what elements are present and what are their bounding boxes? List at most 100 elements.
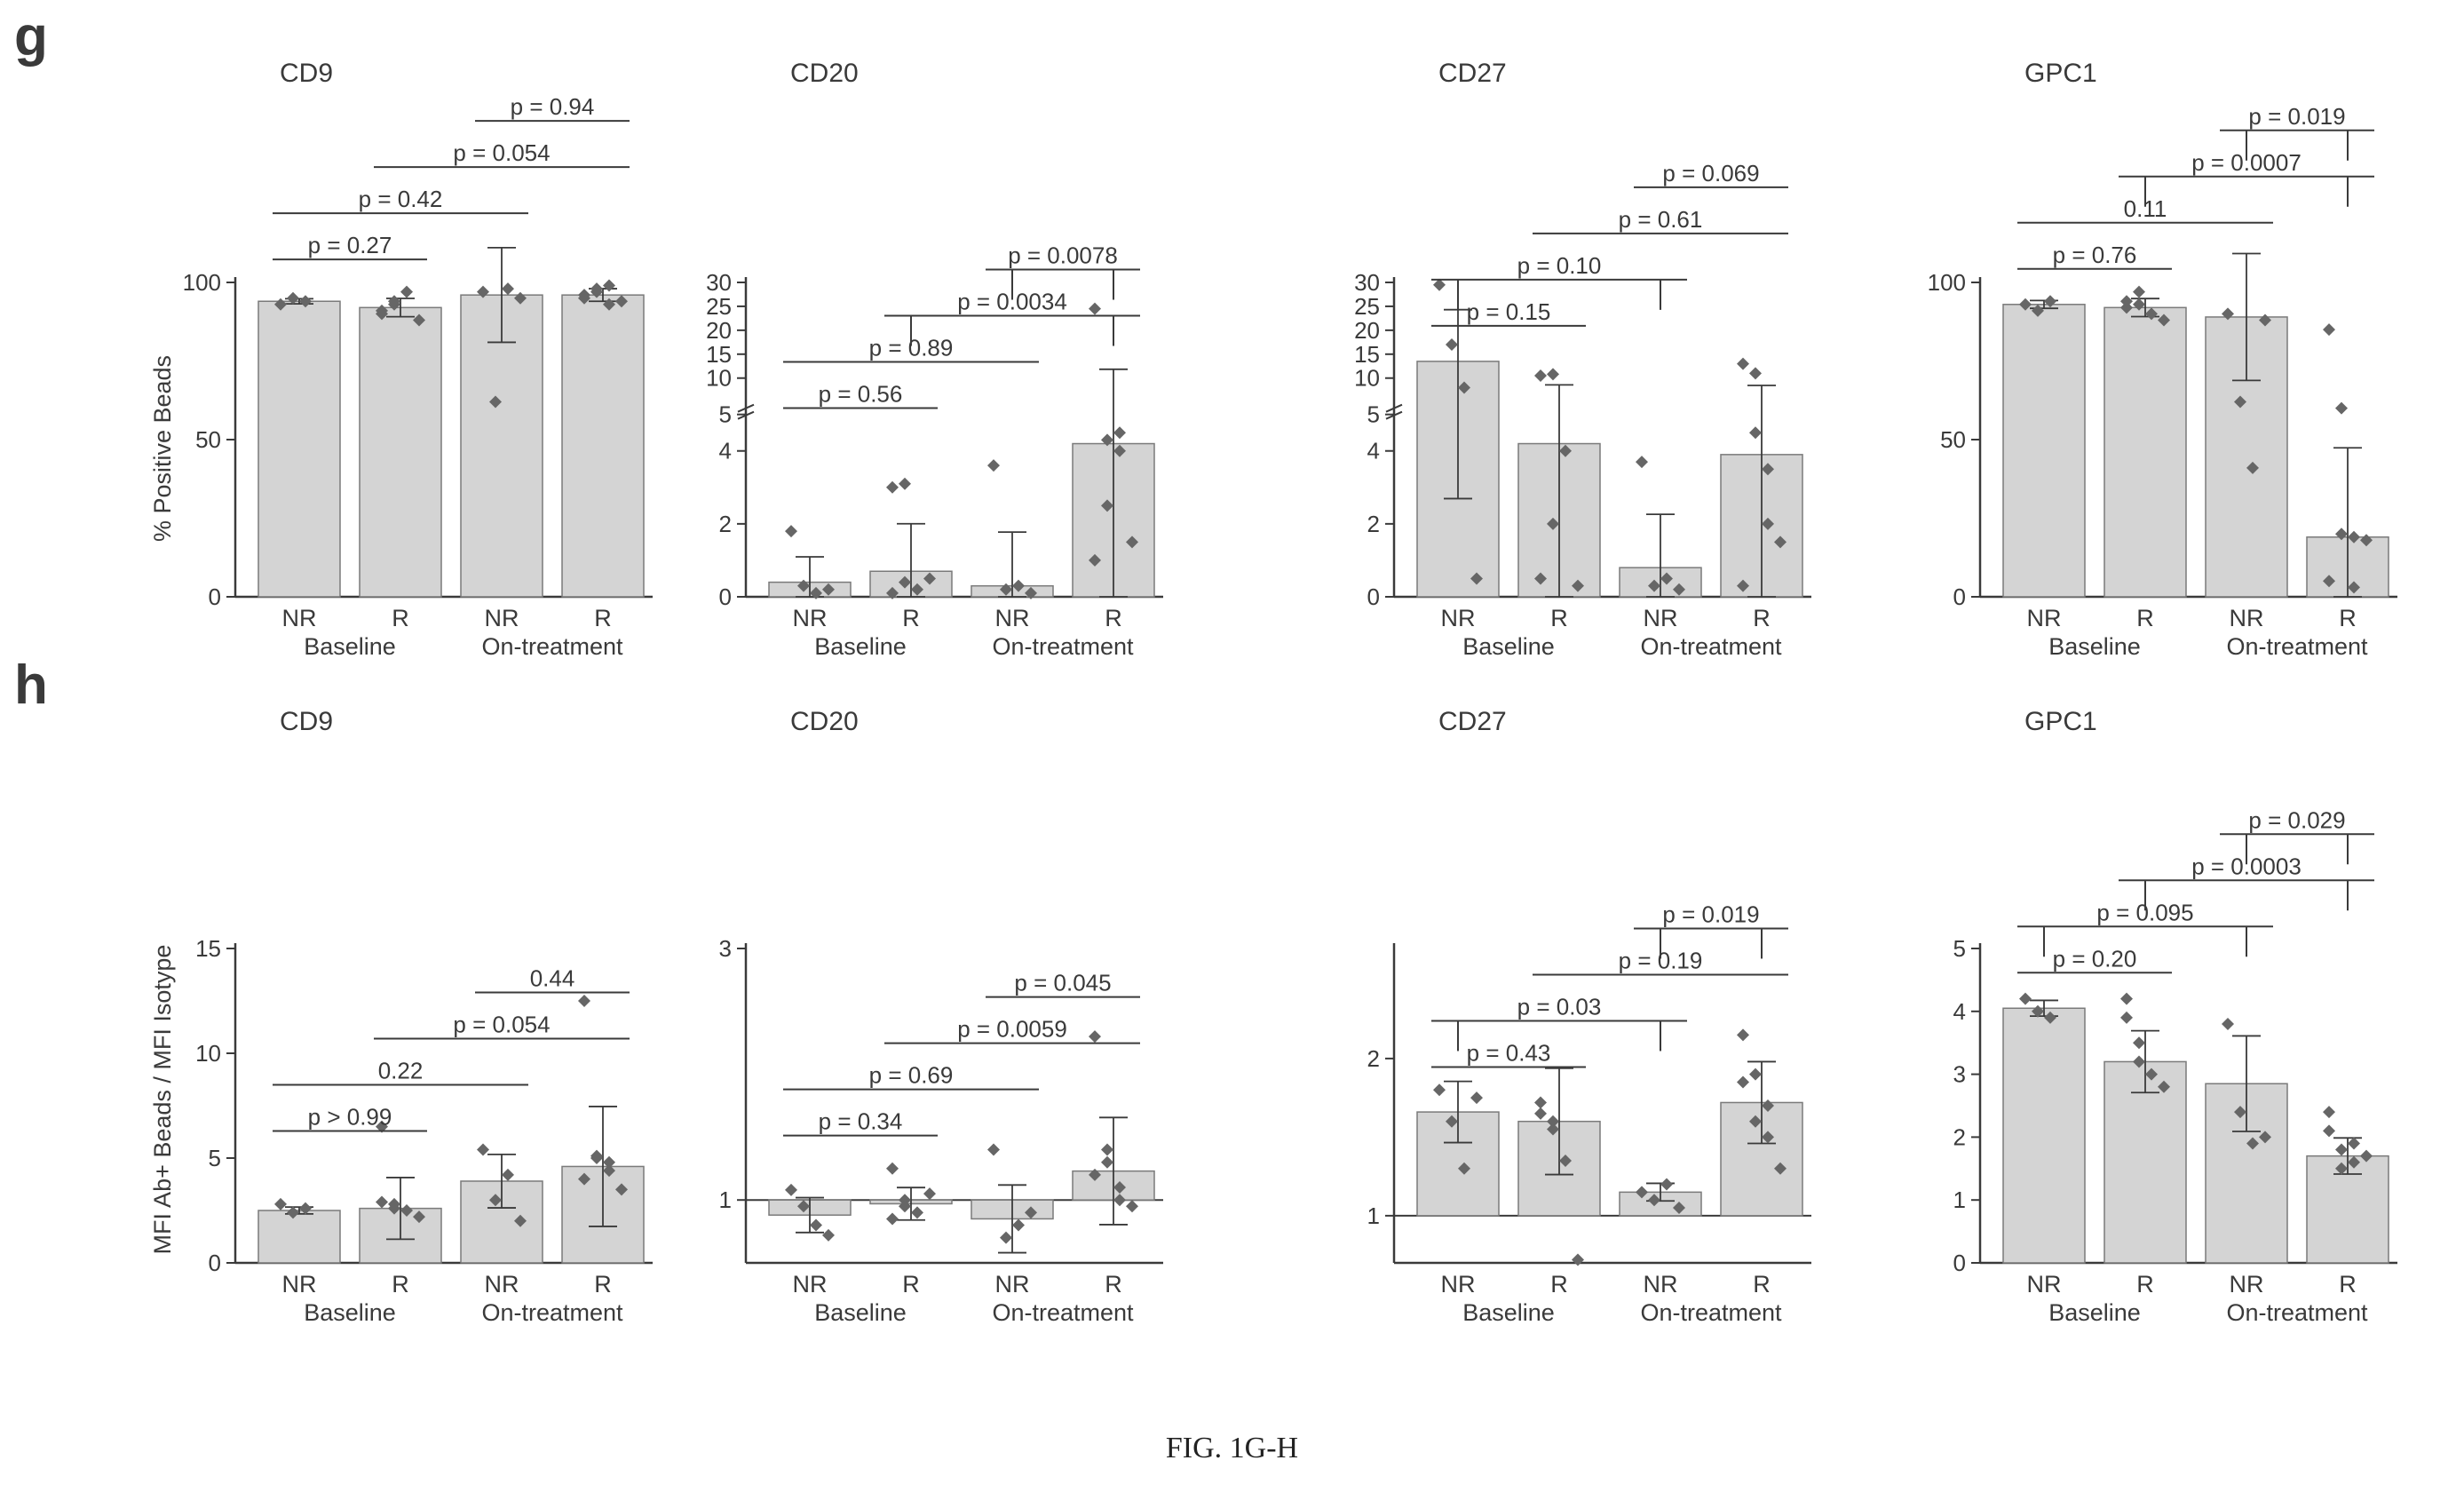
data-point	[1547, 1123, 1559, 1136]
data-point	[797, 579, 810, 592]
data-point	[822, 1228, 835, 1242]
data-point	[502, 1168, 514, 1181]
data-point	[886, 1162, 899, 1175]
data-point	[2323, 575, 2335, 588]
data-point	[923, 1187, 936, 1201]
data-point	[1572, 579, 1584, 592]
data-point	[2044, 1011, 2056, 1024]
data-point	[1000, 583, 1012, 596]
data-point	[477, 1143, 489, 1156]
data-point	[1636, 456, 1648, 469]
data-point	[615, 295, 628, 308]
data-point	[502, 282, 514, 296]
group-label-on-treatment: On-treatment	[1640, 633, 1782, 660]
data-point	[1547, 1115, 1559, 1128]
p-value-label: p = 0.34	[819, 1108, 903, 1135]
y-tick-label: 5	[1953, 935, 1966, 962]
data-point	[1774, 536, 1787, 549]
data-point	[1660, 1178, 1673, 1191]
y-tick-label: 1	[719, 1186, 732, 1213]
chart-title: CD27	[1438, 707, 1507, 736]
y-tick-label: 15	[195, 935, 221, 962]
y-tick-label: 1	[1367, 1202, 1380, 1229]
data-point	[514, 291, 527, 305]
y-tick-label: 4	[1953, 998, 1966, 1025]
data-point	[1012, 579, 1025, 592]
data-point	[1000, 1231, 1012, 1244]
category-label: NR	[282, 1271, 317, 1298]
group-label-on-treatment: On-treatment	[1640, 1299, 1782, 1326]
y-tick-label: 0	[719, 583, 732, 610]
data-point	[287, 1206, 299, 1219]
data-point	[376, 307, 388, 321]
data-point	[1101, 1155, 1113, 1169]
p-value-label: p = 0.054	[453, 139, 550, 166]
group-label-on-treatment: On-treatment	[992, 633, 1134, 660]
data-point	[578, 289, 590, 302]
data-point	[899, 477, 911, 490]
category-label: R	[2339, 605, 2357, 631]
data-point	[2323, 1106, 2335, 1119]
y-tick-label: 0	[1953, 1250, 1966, 1276]
data-point	[2120, 992, 2133, 1005]
p-value-label: p = 0.0059	[957, 1016, 1067, 1043]
category-label: R	[902, 605, 920, 631]
data-point	[1470, 1091, 1483, 1105]
category-label: R	[1550, 605, 1568, 631]
data-point	[2348, 581, 2360, 594]
data-point	[2335, 1143, 2348, 1156]
data-point	[899, 575, 911, 589]
data-point	[1547, 517, 1559, 530]
chart-title: CD9	[280, 59, 333, 88]
data-point	[2360, 534, 2373, 547]
p-value-label: p = 0.42	[359, 186, 443, 212]
p-value-label: p = 0.029	[2248, 806, 2345, 833]
category-label: R	[2339, 1271, 2357, 1298]
data-point	[603, 279, 615, 292]
data-point	[274, 1197, 287, 1210]
data-point	[413, 313, 425, 327]
data-point	[911, 1206, 923, 1219]
data-point	[1673, 1202, 1685, 1215]
p-value-label: p = 0.069	[1662, 160, 1759, 186]
data-point	[2335, 1162, 2348, 1175]
category-label: NR	[1441, 605, 1476, 631]
data-point	[987, 1143, 1000, 1156]
data-point	[388, 1202, 400, 1215]
category-label: R	[2136, 1271, 2154, 1298]
y-tick-label: 10	[1354, 365, 1380, 392]
data-point	[299, 295, 312, 308]
data-point	[987, 459, 1000, 472]
p-value-label: p > 0.99	[308, 1103, 392, 1130]
data-point	[2120, 301, 2133, 314]
category-label: NR	[995, 1271, 1030, 1298]
p-value-label: p = 0.019	[2248, 103, 2345, 130]
data-point	[1113, 1181, 1126, 1194]
category-label: NR	[995, 605, 1030, 631]
category-label: R	[1105, 1271, 1122, 1298]
data-point	[886, 586, 899, 599]
data-point	[2133, 1055, 2145, 1068]
data-point	[1089, 1030, 1101, 1044]
p-value-label: p = 0.76	[2053, 242, 2137, 268]
data-point	[886, 1212, 899, 1226]
data-point	[1749, 1067, 1762, 1081]
data-point	[1547, 368, 1559, 381]
data-point	[2348, 1155, 2360, 1169]
category-label: R	[392, 1271, 409, 1298]
category-label: NR	[485, 1271, 519, 1298]
group-label-baseline: Baseline	[1462, 1299, 1555, 1326]
data-point	[1737, 1028, 1749, 1042]
group-label-baseline: Baseline	[1462, 633, 1555, 660]
category-label: NR	[2027, 1271, 2062, 1298]
data-point	[1737, 357, 1749, 370]
axis-break-mark	[1385, 403, 1403, 420]
data-point	[886, 480, 899, 494]
data-point	[2222, 1017, 2234, 1030]
data-point	[489, 1194, 502, 1207]
data-point	[1025, 586, 1037, 599]
y-tick-label: 3	[719, 935, 732, 962]
bar	[2002, 1007, 2086, 1264]
category-label: NR	[793, 605, 828, 631]
